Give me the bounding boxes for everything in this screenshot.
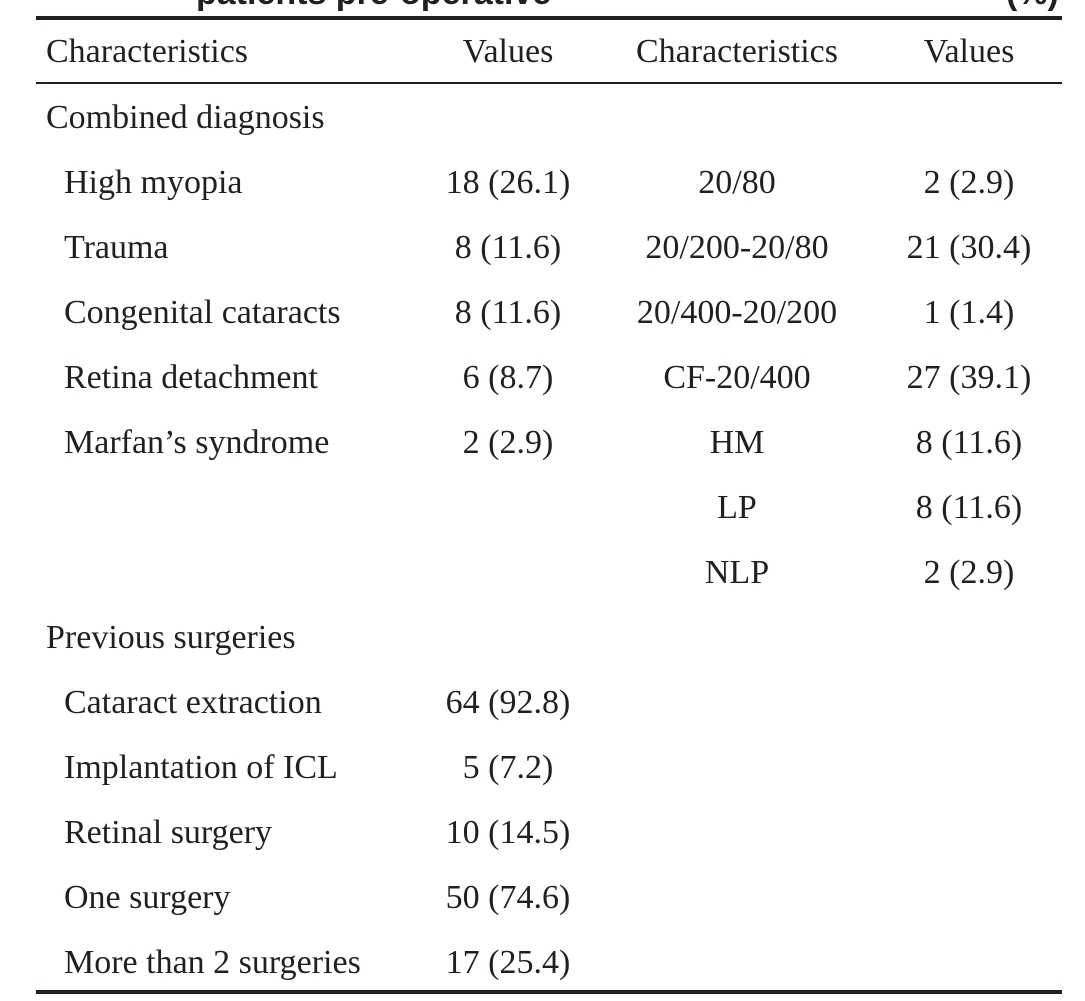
table-cell: Implantation of ICL bbox=[64, 749, 338, 786]
table-cell: 8 (11.6) bbox=[915, 489, 1023, 526]
table-cell bbox=[610, 930, 864, 995]
table-cell: Congenital cataracts bbox=[64, 294, 341, 331]
table-cell: 17 (25.4) bbox=[445, 944, 571, 981]
table-caption-fragment: patients pre-operative (%) bbox=[0, 0, 1085, 13]
table-cell: 27 (39.1) bbox=[906, 359, 1032, 396]
table-cell bbox=[64, 475, 424, 540]
table-cell: 21 (30.4) bbox=[906, 229, 1032, 266]
table-bottom-rule bbox=[36, 990, 1062, 994]
caption-segment: (%) bbox=[1006, 0, 1059, 13]
table-cell: LP bbox=[717, 489, 757, 526]
table-cell bbox=[610, 865, 864, 930]
table-cell: Trauma bbox=[64, 229, 169, 266]
table-cell: 20/400-20/200 bbox=[636, 294, 838, 331]
table-cell: 2 (2.9) bbox=[462, 424, 554, 461]
table-cell: Cataract extraction bbox=[64, 684, 322, 721]
table-cell: 20/80 bbox=[698, 164, 776, 201]
caption-segment: patients pre-operative bbox=[196, 0, 551, 13]
table-cell: Combined diagnosis bbox=[46, 99, 325, 136]
header-values: Values bbox=[462, 33, 554, 70]
table-cell: 10 (14.5) bbox=[445, 814, 571, 851]
table-cell bbox=[406, 85, 610, 150]
table-cell: 8 (11.6) bbox=[454, 294, 562, 331]
table-cell: One surgery bbox=[64, 879, 231, 916]
table-cell: 20/200-20/80 bbox=[645, 229, 829, 266]
header-characteristics: Characteristics bbox=[46, 33, 249, 70]
table-cell: 8 (11.6) bbox=[915, 424, 1023, 461]
table-cell: Marfan’s syndrome bbox=[64, 424, 330, 461]
table-cell: Retinal surgery bbox=[64, 814, 273, 851]
table-cell bbox=[864, 800, 1074, 865]
table-cell bbox=[406, 475, 610, 540]
table-cell: High myopia bbox=[64, 164, 243, 201]
table-cell bbox=[610, 605, 864, 670]
table-cell: 8 (11.6) bbox=[454, 229, 562, 266]
header-characteristics-2: Characteristics bbox=[635, 33, 839, 70]
table-cell bbox=[64, 540, 424, 605]
table-cell bbox=[864, 85, 1074, 150]
table-cell bbox=[864, 865, 1074, 930]
table-cell bbox=[406, 540, 610, 605]
table-cell: 50 (74.6) bbox=[445, 879, 571, 916]
table-cell bbox=[864, 670, 1074, 735]
table-cell bbox=[864, 930, 1074, 995]
table-cell bbox=[610, 670, 864, 735]
header-values-2: Values bbox=[923, 33, 1015, 70]
table-cell: 5 (7.2) bbox=[462, 749, 554, 786]
table-header-rule bbox=[36, 82, 1062, 84]
table-cell: More than 2 surgeries bbox=[64, 944, 361, 981]
table-cell bbox=[610, 85, 864, 150]
table-cell bbox=[610, 735, 864, 800]
table-cell bbox=[406, 605, 610, 670]
table-cell: 2 (2.9) bbox=[923, 554, 1015, 591]
table-cell: 1 (1.4) bbox=[923, 294, 1015, 331]
table-cell: HM bbox=[709, 424, 765, 461]
table-cell bbox=[610, 800, 864, 865]
table-cell bbox=[864, 735, 1074, 800]
table-cell: Previous surgeries bbox=[46, 619, 296, 656]
table-cell: Retina detachment bbox=[64, 359, 318, 396]
table-cell: 18 (26.1) bbox=[445, 164, 571, 201]
table-cell: 6 (8.7) bbox=[462, 359, 554, 396]
table-cell bbox=[864, 605, 1074, 670]
table-cell: CF-20/400 bbox=[663, 359, 811, 396]
table-top-rule bbox=[36, 16, 1062, 20]
table-cell: NLP bbox=[704, 554, 770, 591]
table-cell: 64 (92.8) bbox=[445, 684, 571, 721]
table-cell: 2 (2.9) bbox=[923, 164, 1015, 201]
